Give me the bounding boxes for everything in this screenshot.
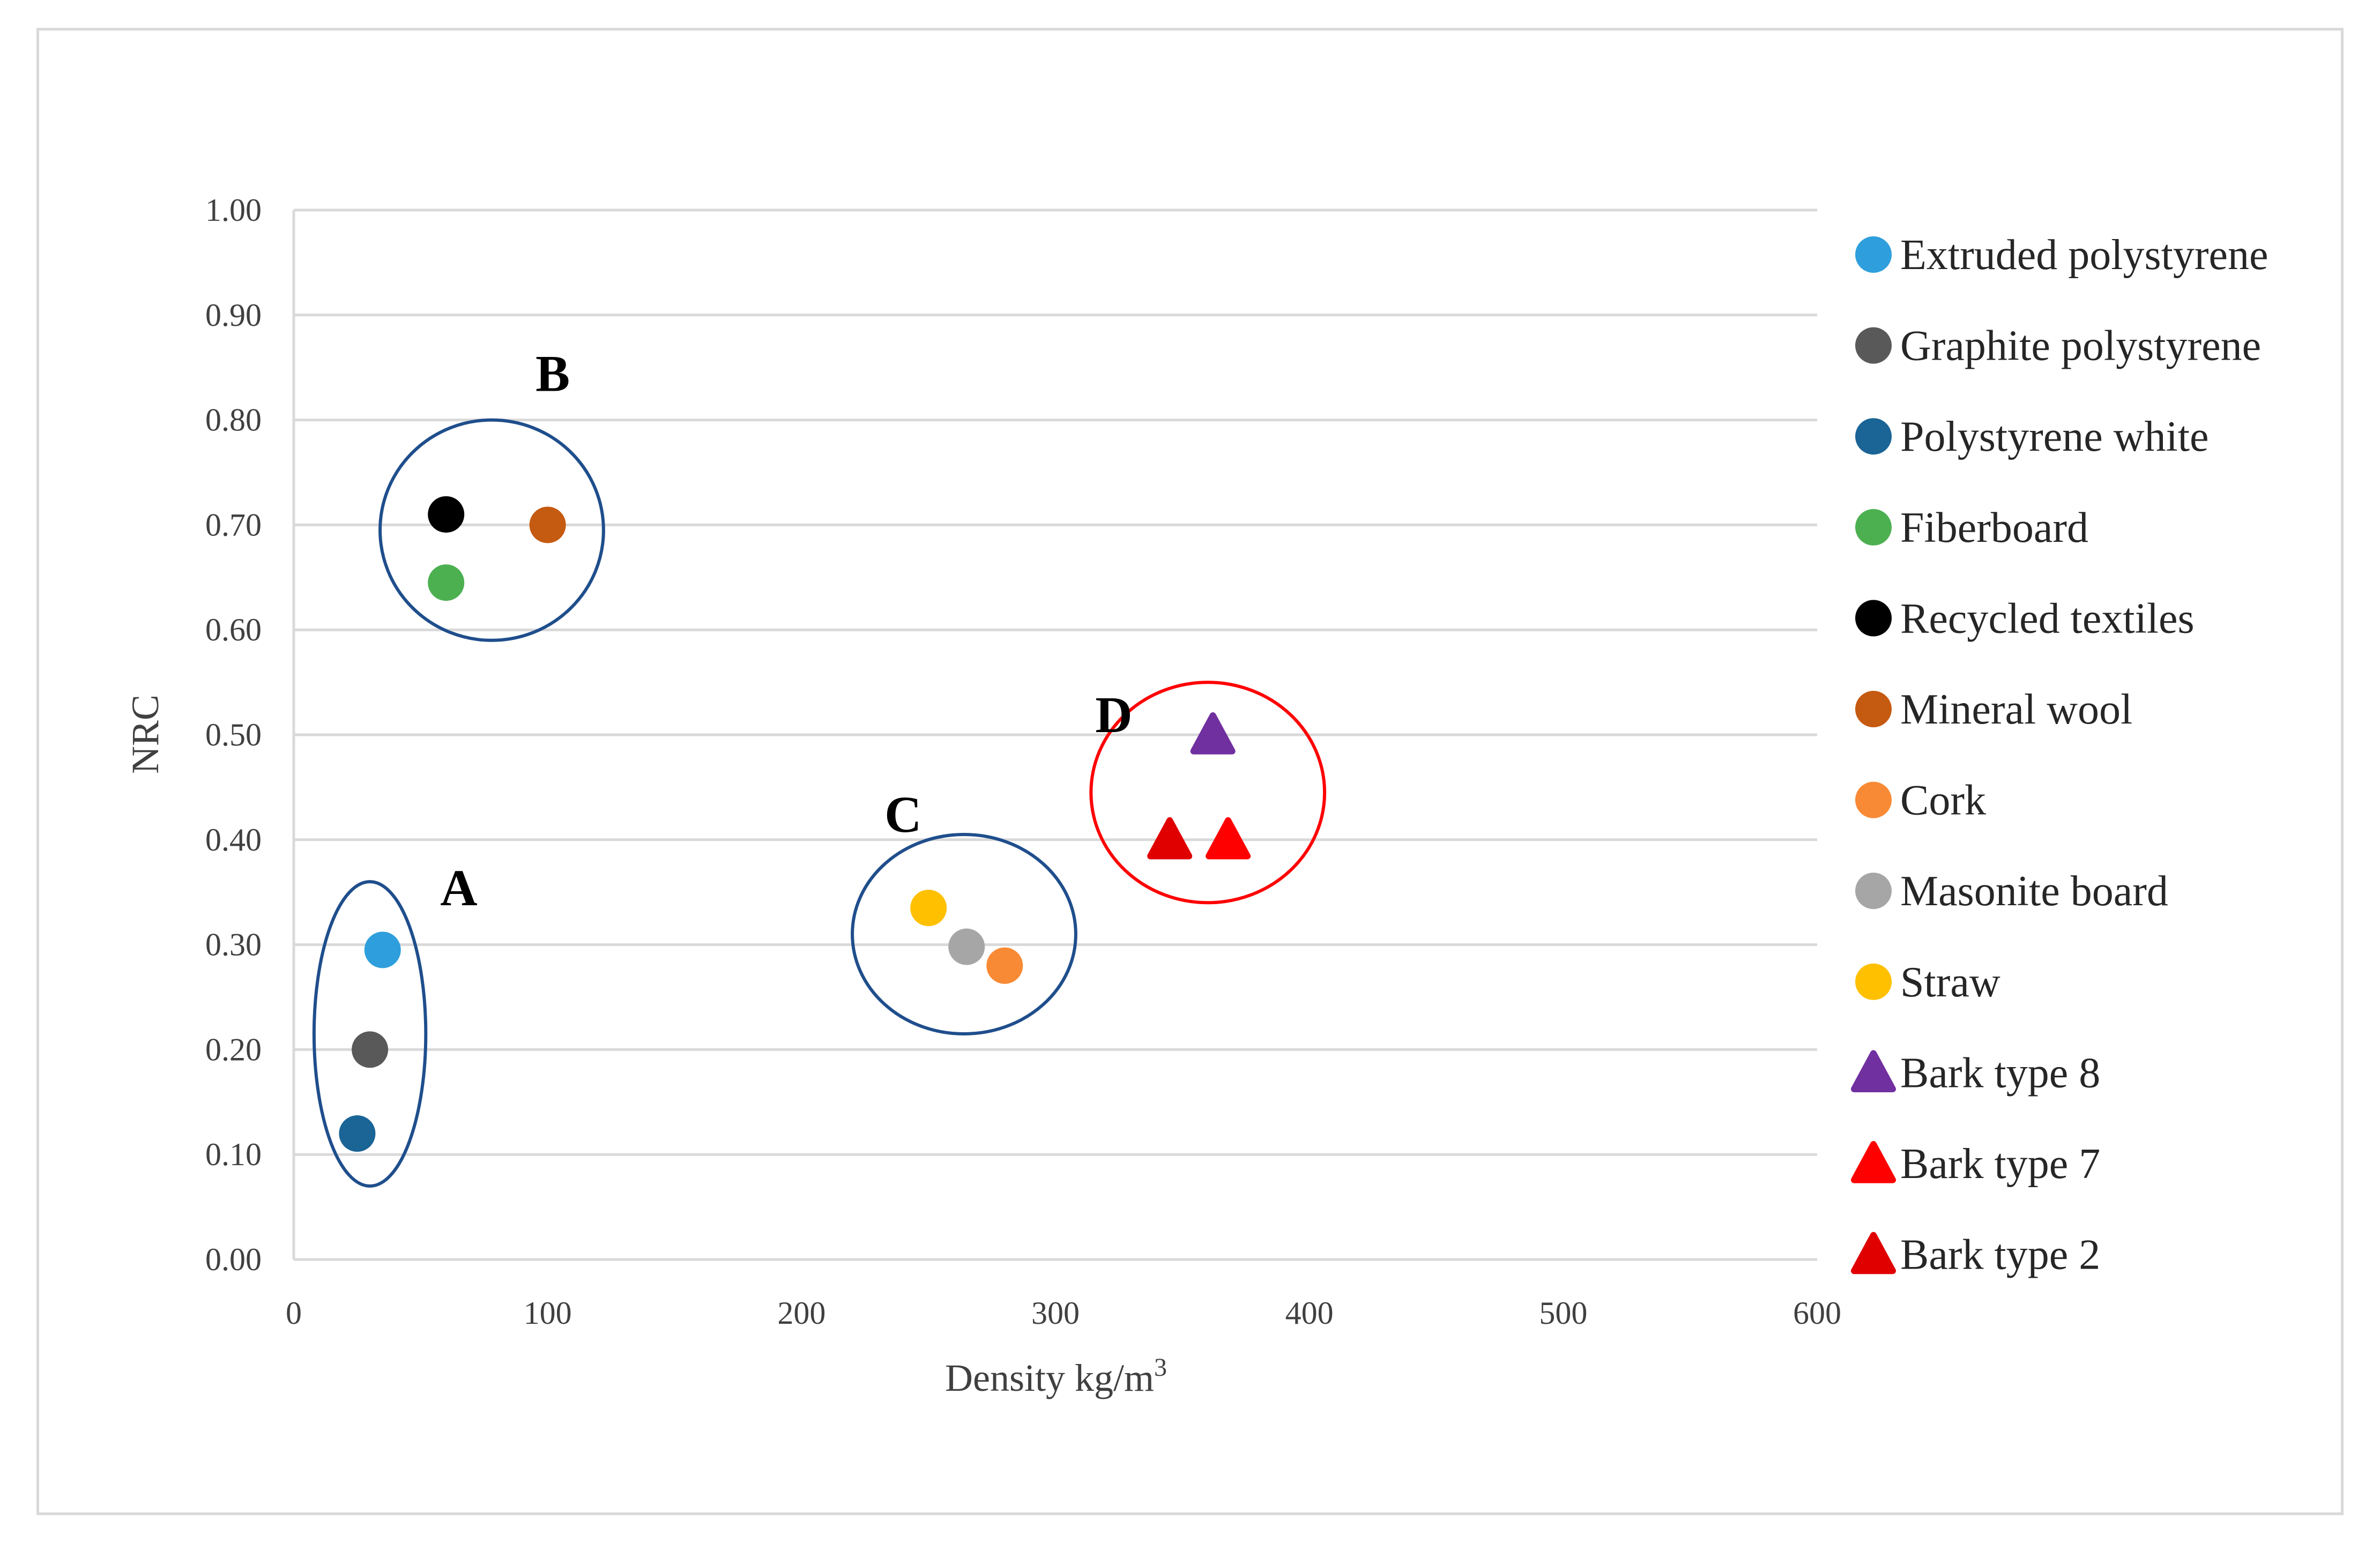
chart-frame [36, 28, 2344, 1515]
point-recycled-textiles [428, 496, 465, 533]
group-ellipse-c [851, 833, 1077, 1036]
legend-marker-recycled-textiles [1855, 600, 1892, 637]
legend-marker-bark-type-2 [1851, 1232, 1896, 1274]
legend-marker-bark-type-8 [1851, 1050, 1896, 1092]
legend-label-bark-type-7: Bark type 7 [1900, 1141, 2100, 1188]
y-tick-label: 0.90 [205, 297, 262, 333]
x-tick-label: 300 [1031, 1295, 1080, 1331]
group-label-d: D [1095, 686, 1132, 743]
gridlines [292, 208, 1817, 1261]
point-fiberboard [428, 564, 465, 601]
point-straw [910, 890, 947, 927]
point-masonite-board [948, 928, 985, 965]
y-tick-label: 0.40 [205, 822, 262, 858]
point-graphite-polystyrene [352, 1031, 389, 1068]
y-axis-ticks: 0.00 0.10 0.20 0.30 0.40 0.50 0.60 0.70 0.80 0.90… [205, 192, 262, 1277]
legend-marker-straw [1855, 963, 1892, 1000]
x-axis-title-superscript: 3 [1154, 1353, 1167, 1382]
group-label-a: A [440, 859, 477, 916]
x-tick-label: 600 [1793, 1295, 1841, 1331]
x-tick-label: 400 [1285, 1295, 1334, 1331]
x-axis-title-text: Density kg/m [945, 1356, 1154, 1399]
group-ellipse-a [312, 880, 428, 1188]
legend-label-polystyrene-white: Polystyrene white [1900, 413, 2208, 460]
y-tick-label: 0.70 [205, 507, 262, 542]
x-axis-ticks: 0 100 200 300 400 500 600 [286, 1295, 1841, 1331]
x-tick-label: 100 [524, 1295, 572, 1331]
x-tick-label: 0 [286, 1295, 302, 1331]
group-label-c: C [884, 786, 921, 843]
legend-label-graphite-polystyrene: Graphite polystyrene [1900, 323, 2261, 370]
point-cork [986, 947, 1023, 984]
x-tick-label: 200 [777, 1295, 825, 1331]
point-extruded-polystyrene [364, 931, 401, 968]
legend-marker-masonite-board [1855, 873, 1892, 910]
group-annotations: A B C D [312, 345, 1327, 1188]
y-tick-label: 0.30 [205, 927, 262, 963]
y-tick-label: 0.00 [205, 1242, 262, 1277]
legend-label-recycled-textiles: Recycled textiles [1900, 595, 2195, 642]
legend-label-fiberboard: Fiberboard [1900, 504, 2088, 551]
y-tick-label: 0.10 [205, 1137, 262, 1172]
legend-label-bark-type-2: Bark type 2 [1900, 1232, 2100, 1279]
y-tick-label: 0.60 [205, 612, 262, 647]
point-bark-type-7 [1206, 817, 1251, 860]
legend-label-straw: Straw [1900, 959, 2000, 1006]
group-label-b: B [536, 345, 570, 402]
x-axis-title: Density kg/m3 [945, 1353, 1167, 1399]
point-bark-type-8 [1190, 712, 1236, 755]
y-axis-title: NRC [124, 695, 167, 774]
group-ellipse-b [378, 418, 605, 642]
legend-marker-cork [1855, 781, 1892, 818]
point-bark-type-2 [1147, 817, 1193, 860]
legend-marker-fiberboard [1855, 509, 1892, 546]
legend-marker-mineral-wool [1855, 691, 1892, 727]
y-tick-label: 0.20 [205, 1032, 262, 1067]
x-tick-label: 500 [1539, 1295, 1587, 1331]
legend-label-masonite-board: Masonite board [1900, 868, 2168, 915]
group-ellipse-d [1089, 681, 1327, 905]
y-tick-label: 1.00 [205, 192, 262, 228]
y-tick-label: 0.50 [205, 717, 262, 752]
data-points [339, 496, 1251, 1152]
legend: Extruded polystyrene Graphite polystyrene… [1851, 232, 2268, 1279]
legend-label-extruded-polystyrene: Extruded polystyrene [1900, 232, 2268, 279]
legend-label-cork: Cork [1900, 777, 1986, 824]
point-polystyrene-white [339, 1115, 376, 1152]
legend-label-bark-type-8: Bark type 8 [1900, 1049, 2100, 1097]
legend-marker-polystyrene-white [1855, 418, 1892, 455]
legend-marker-bark-type-7 [1851, 1141, 1896, 1183]
legend-marker-extruded-polystyrene [1855, 236, 1892, 273]
y-tick-label: 0.80 [205, 402, 262, 438]
legend-marker-graphite-polystyrene [1855, 327, 1892, 364]
point-mineral-wool [529, 506, 566, 543]
legend-label-mineral-wool: Mineral wool [1900, 686, 2132, 733]
